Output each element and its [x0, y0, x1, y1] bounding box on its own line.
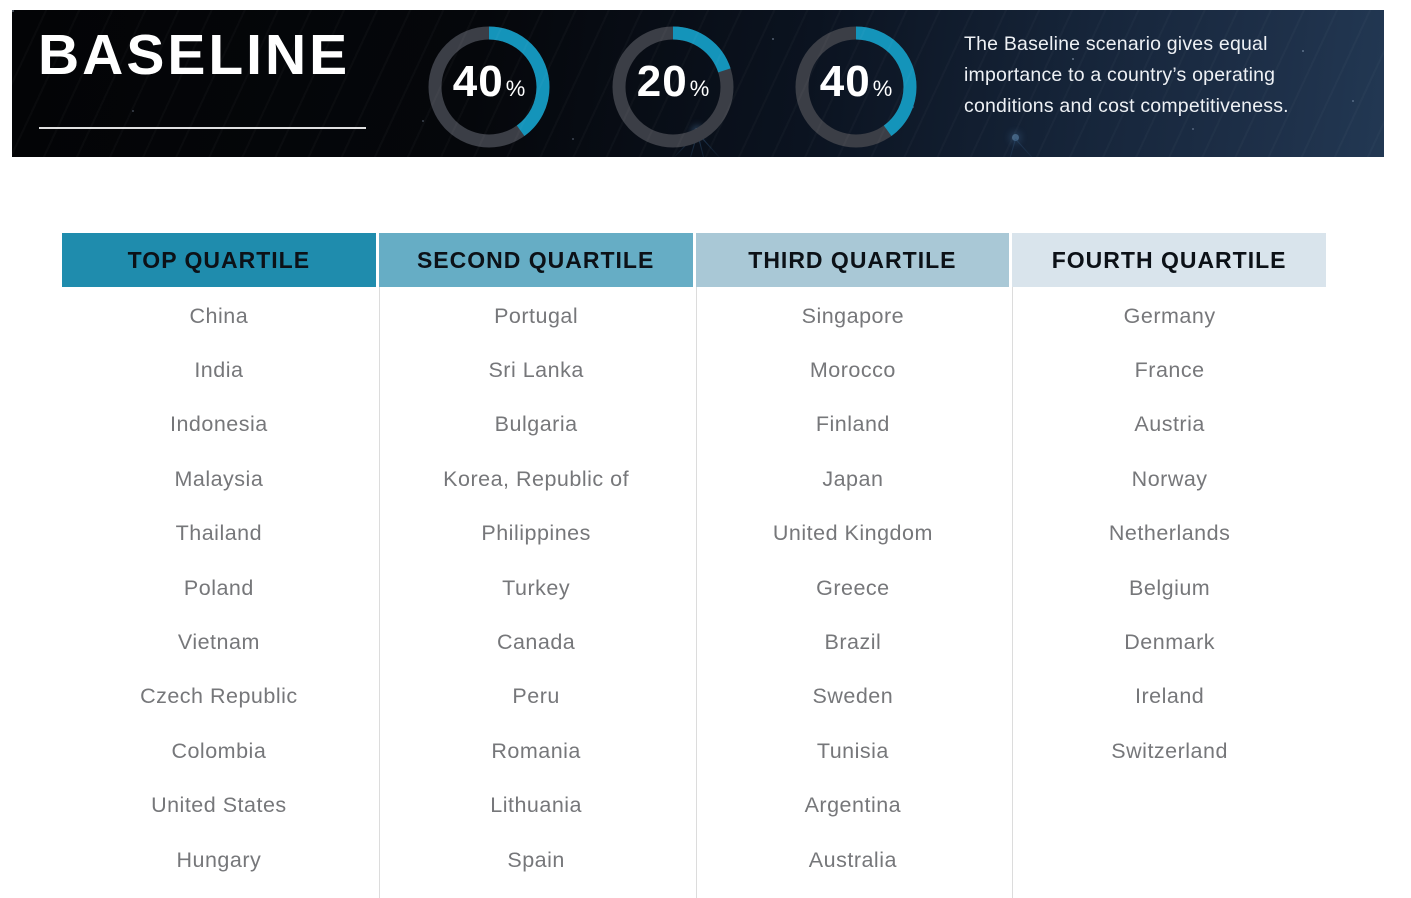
country-cell: China [189, 303, 249, 328]
header-top-quartile: TOP QUARTILE [62, 233, 376, 287]
donut-label: 40 % [795, 26, 917, 148]
donut-label: 20 % [612, 26, 734, 148]
donut-percentage: 40 [819, 57, 871, 106]
quartile-column-fourth: Germany France Austria Norway Netherlands Bel… [1012, 287, 1326, 898]
country-cell: Singapore [801, 303, 905, 328]
country-cell: Morocco [809, 358, 896, 383]
constellation-ray [1015, 138, 1040, 157]
donut-svg [428, 26, 550, 148]
country-cell: Germany [1123, 303, 1216, 328]
country-cell: Hungary [176, 847, 262, 872]
country-cell: Lithuania [490, 793, 583, 818]
donut-percentage: 20 [636, 57, 688, 106]
percent-sign: % [505, 76, 526, 101]
country-cell: Peru [512, 684, 560, 709]
donut-svg [795, 26, 917, 148]
country-cell: Australia [808, 847, 897, 872]
donut-arc [428, 26, 550, 148]
country-cell: Netherlands [1108, 521, 1231, 546]
country-cell: Japan [822, 466, 884, 491]
donut-chart-3: 40 % [795, 26, 917, 148]
country-cell: Argentina [804, 793, 902, 818]
country-cell: France [1134, 358, 1205, 383]
constellation-decoration [1005, 134, 1040, 157]
country-cell: Colombia [171, 738, 267, 763]
country-cell: Philippines [481, 521, 591, 546]
donut-chart-2: 20 % [612, 26, 734, 148]
country-cell: Korea, Republic of [443, 466, 630, 491]
percent-sign: % [689, 76, 710, 101]
country-cell: Sweden [812, 684, 894, 709]
country-cell: Turkey [502, 575, 571, 600]
country-cell: Malaysia [174, 466, 264, 491]
donut-label: 40 % [428, 26, 550, 148]
percent-sign: % [872, 76, 893, 101]
country-cell: Portugal [494, 303, 579, 328]
country-cell: Vietnam [177, 630, 260, 655]
country-cell: Romania [491, 738, 581, 763]
header-third-quartile: THIRD QUARTILE [695, 233, 1010, 287]
scenario-title: BASELINE [38, 23, 351, 87]
country-cell: Belgium [1129, 575, 1211, 600]
country-cell: India [194, 358, 244, 383]
country-cell: Brazil [824, 630, 882, 655]
country-cell: Indonesia [170, 412, 268, 437]
country-cell: Thailand [175, 521, 263, 546]
quartile-column-top: China India Indonesia Malaysia Thailand Polan… [62, 287, 376, 898]
country-cell: Poland [183, 575, 254, 600]
country-cell: Austria [1134, 412, 1205, 437]
country-cell: Spain [507, 847, 565, 872]
country-cell: Sri Lanka [488, 358, 584, 383]
quartile-column-third: Singapore Morocco Finland Japan United Kingd… [695, 287, 1010, 898]
country-cell: Tunisia [816, 738, 889, 763]
constellation-ray [1005, 138, 1016, 157]
baseline-banner: BASELINE 40 % 20 % [12, 10, 1384, 157]
country-cell: United States [151, 793, 287, 818]
country-cell: Finland [815, 412, 890, 437]
title-underline [39, 127, 366, 129]
country-cell: Czech Republic [140, 684, 298, 709]
country-cell: Greece [816, 575, 890, 600]
quartile-table-body: China India Indonesia Malaysia Thailand Polan… [62, 287, 1326, 898]
scenario-description: The Baseline scenario gives equal import… [964, 33, 1289, 117]
country-cell: Norway [1131, 466, 1208, 491]
header-fourth-quartile: FOURTH QUARTILE [1012, 233, 1326, 287]
quartile-column-second: Portugal Sri Lanka Bulgaria Korea, Republic… [378, 287, 693, 898]
constellation-node [1012, 134, 1019, 141]
donut-arc [612, 26, 734, 148]
country-cell: United Kingdom [772, 521, 933, 546]
donut-arc [795, 26, 917, 148]
country-cell: Denmark [1124, 630, 1215, 655]
quartile-header-row: TOP QUARTILE SECOND QUARTILE THIRD QUART… [62, 233, 1326, 287]
country-cell: Canada [496, 630, 576, 655]
country-cell: Ireland [1135, 684, 1205, 709]
donut-chart-1: 40 % [428, 26, 550, 148]
header-second-quartile: SECOND QUARTILE [378, 233, 693, 287]
donut-svg [612, 26, 734, 148]
country-cell: Bulgaria [494, 412, 578, 437]
donut-percentage: 40 [452, 57, 504, 106]
country-cell: Switzerland [1111, 738, 1228, 763]
